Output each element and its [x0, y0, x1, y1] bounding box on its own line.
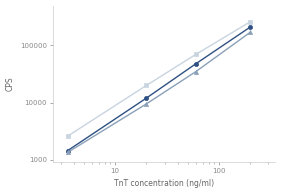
- Y-axis label: CPS: CPS: [6, 77, 15, 91]
- X-axis label: TnT concentration (ng/ml): TnT concentration (ng/ml): [114, 179, 214, 188]
